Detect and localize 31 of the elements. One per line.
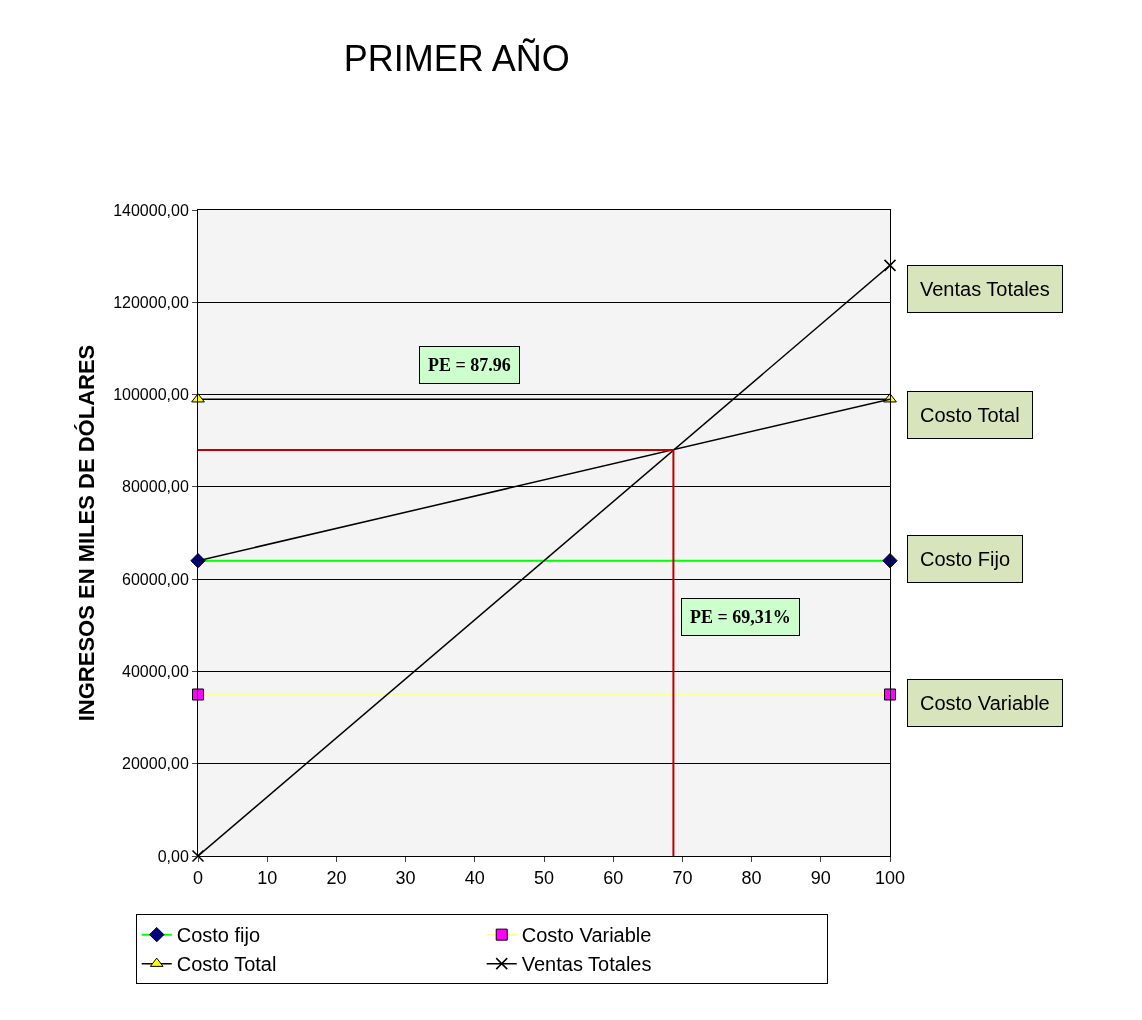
text: Ventas Totales: [920, 278, 1050, 300]
x-tick-label: 50: [533, 867, 555, 888]
legend-label: Costo Variable: [521, 924, 652, 947]
y-axis-title: INGRESOS EN MILES DE DÓLARES: [73, 344, 99, 722]
y-tick-label: 40000,00: [122, 663, 189, 681]
y-tick-label: 20000,00: [122, 755, 189, 773]
text: Costo Variable: [920, 692, 1050, 714]
x-tick-label: 80: [741, 867, 762, 888]
y-tick-label: 120000,00: [113, 293, 189, 311]
x-tick-label: 20: [326, 867, 347, 888]
y-tick-label: 0,00: [157, 847, 189, 865]
x-tick-label: 60: [603, 867, 624, 888]
x-tick-label: 100: [874, 867, 906, 888]
x-tick-label: 40: [464, 867, 485, 888]
annotation: PE = 69,31%: [690, 607, 791, 627]
x-tick-label: 10: [257, 867, 278, 888]
y-tick-label: 140000,00: [113, 201, 189, 219]
x-tick-label: 0: [192, 867, 204, 888]
x-tick-label: 30: [395, 867, 416, 888]
annotation: PE = 87.96: [428, 355, 511, 375]
text: Costo Total: [920, 404, 1020, 426]
text: Costo Fijo: [920, 548, 1011, 570]
x-tick-label: 90: [810, 867, 831, 888]
legend-label: Costo Total: [176, 953, 277, 976]
chart-title: PRIMER AÑO: [343, 38, 570, 80]
x-tick-label: 70: [672, 867, 693, 888]
legend-label: Costo fijo: [176, 924, 261, 947]
legend-label: Ventas Totales: [521, 953, 652, 976]
y-tick-label: 80000,00: [122, 478, 189, 496]
y-tick-label: 60000,00: [122, 570, 189, 588]
y-tick-label: 100000,00: [113, 386, 189, 404]
